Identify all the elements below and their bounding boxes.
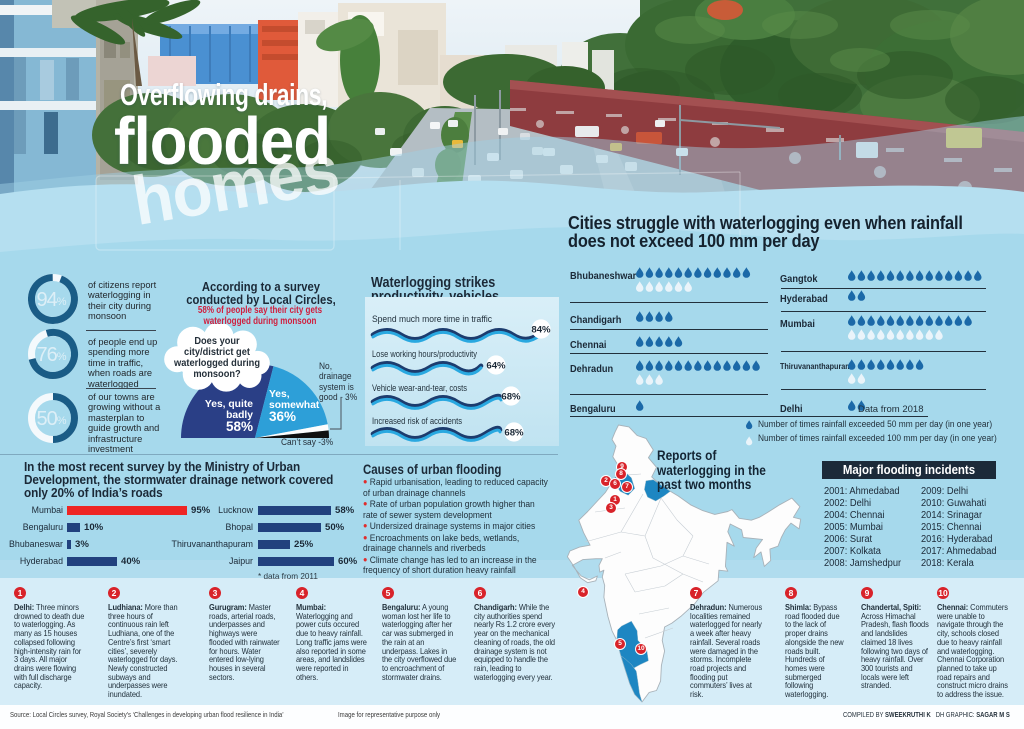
svg-text:76%: 76% xyxy=(36,344,66,366)
svg-text:Lose working hours/productivit: Lose working hours/productivity xyxy=(372,349,477,360)
svg-text:Increased risk of accidents: Increased risk of accidents xyxy=(372,416,462,427)
svg-text:68%: 68% xyxy=(501,392,521,403)
svg-text:84%: 84% xyxy=(531,325,551,336)
svg-text:68%: 68% xyxy=(504,428,524,439)
svg-text:64%: 64% xyxy=(486,361,506,372)
svg-text:94%: 94% xyxy=(36,289,66,311)
svg-text:Spend much more time in traffi: Spend much more time in traffic xyxy=(372,314,492,325)
svg-text:Vehicle wear-and-tear, costs: Vehicle wear-and-tear, costs xyxy=(372,383,467,394)
svg-text:50%: 50% xyxy=(36,408,66,430)
